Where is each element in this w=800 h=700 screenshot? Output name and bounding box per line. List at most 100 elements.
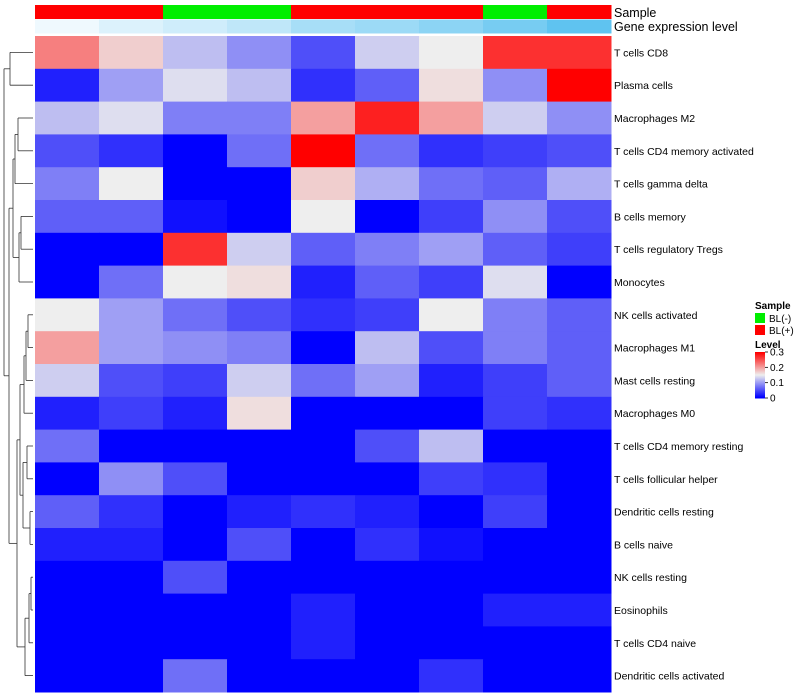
heatmap-cells xyxy=(35,36,612,693)
heatmap-cell xyxy=(163,167,228,201)
heatmap-cell xyxy=(483,429,548,463)
heatmap-cell xyxy=(419,626,484,660)
colorbar-step xyxy=(755,391,765,393)
sample-annotation-bar xyxy=(35,5,612,19)
heatmap-cell xyxy=(419,101,484,135)
gene-expression-annotation-cell xyxy=(35,19,100,34)
heatmap-cell xyxy=(355,68,420,103)
colorbar-tick-label: 0 xyxy=(770,394,776,405)
heatmap-cell xyxy=(163,626,228,660)
heatmap-cell xyxy=(419,134,484,168)
heatmap-cell xyxy=(35,495,100,529)
heatmap-cell xyxy=(547,101,612,135)
heatmap-cell xyxy=(483,68,548,103)
heatmap-cell xyxy=(227,232,292,267)
gene-expression-annotation-cell xyxy=(163,19,228,34)
heatmap-cell xyxy=(291,396,356,431)
colorbar-step xyxy=(755,364,765,366)
heatmap-cell xyxy=(547,167,612,201)
heatmap-cell xyxy=(483,200,548,234)
heatmap-cell xyxy=(291,560,356,595)
heatmap-cell xyxy=(291,68,356,103)
heatmap-cell xyxy=(419,364,484,398)
row-label: T cells follicular helper xyxy=(614,474,718,486)
colorbar-tick-label: 0.3 xyxy=(770,348,784,359)
heatmap-cell xyxy=(227,331,292,365)
sample-annotation-label: Sample xyxy=(614,6,656,20)
legend-item-label: BL(+) xyxy=(769,326,794,337)
colorbar-step xyxy=(755,370,765,372)
sample-annotation-cell xyxy=(227,5,292,19)
heatmap-cell xyxy=(483,298,548,332)
sample-annotation-cell xyxy=(483,5,548,19)
heatmap-cell xyxy=(227,593,292,627)
colorbar-step xyxy=(755,380,765,382)
heatmap-cell xyxy=(227,495,292,529)
heatmap-cell xyxy=(99,560,164,595)
row-label: B cells naive xyxy=(614,539,673,551)
heatmap-cell xyxy=(35,134,100,168)
heatmap-cell xyxy=(291,462,356,496)
gene-expression-annotation-cell xyxy=(291,19,356,34)
heatmap-cell xyxy=(355,200,420,234)
colorbar-step xyxy=(755,356,765,358)
heatmap-cell xyxy=(163,495,228,529)
heatmap-cell xyxy=(355,167,420,201)
heatmap-cell xyxy=(483,134,548,168)
colorbar-step xyxy=(755,396,765,398)
sample-annotation-cell xyxy=(547,5,612,19)
heatmap-cell xyxy=(163,200,228,234)
colorbar-step xyxy=(755,381,765,383)
heatmap-cell xyxy=(163,331,228,365)
heatmap-cell xyxy=(547,560,612,595)
heatmap-cell xyxy=(35,396,100,431)
heatmap-cell xyxy=(547,528,612,562)
heatmap-cell xyxy=(419,560,484,595)
sample-annotation-cell xyxy=(99,5,164,19)
heatmap-cell xyxy=(419,298,484,332)
heatmap-cell xyxy=(547,593,612,627)
heatmap-cell xyxy=(99,462,164,496)
heatmap-cell xyxy=(419,167,484,201)
colorbar-tick-label: 0.2 xyxy=(770,363,784,374)
heatmap-cell xyxy=(419,528,484,562)
legend-item-label: BL(-) xyxy=(769,314,791,325)
heatmap-cell xyxy=(99,626,164,660)
row-label: NK cells activated xyxy=(614,310,698,322)
heatmap-cell xyxy=(355,429,420,463)
colorbar-step xyxy=(755,367,765,369)
heatmap-cell xyxy=(99,101,164,135)
heatmap-cell xyxy=(483,593,548,627)
heatmap-cell xyxy=(419,265,484,299)
legend-sample-title: Sample xyxy=(755,301,791,312)
colorbar-step xyxy=(755,373,765,375)
heatmap-cell xyxy=(99,659,164,693)
heatmap-cell xyxy=(419,593,484,627)
heatmap-cell xyxy=(227,167,292,201)
heatmap-cell xyxy=(291,167,356,201)
heatmap-cell xyxy=(483,462,548,496)
row-label: T cells CD4 memory resting xyxy=(614,441,743,453)
heatmap-cell xyxy=(227,36,292,70)
row-label: Macrophages M1 xyxy=(614,343,695,355)
heatmap-cell xyxy=(35,298,100,332)
heatmap-cell xyxy=(163,659,228,693)
row-dendrogram xyxy=(3,52,33,676)
heatmap-cell xyxy=(291,593,356,627)
colorbar-step xyxy=(755,397,765,399)
heatmap-cell xyxy=(227,528,292,562)
heatmap-cell xyxy=(163,429,228,463)
colorbar-step xyxy=(755,354,765,356)
heatmap-cell xyxy=(99,200,164,234)
sample-annotation-cell xyxy=(355,5,420,19)
heatmap-cell xyxy=(419,36,484,70)
heatmap-cell xyxy=(483,560,548,595)
heatmap-cell xyxy=(547,68,612,103)
heatmap-cell xyxy=(291,659,356,693)
heatmap-cell xyxy=(547,429,612,463)
row-label: Macrophages M2 xyxy=(614,113,695,125)
heatmap-cell xyxy=(163,560,228,595)
sample-annotation-cell xyxy=(163,5,228,19)
heatmap-cell xyxy=(99,232,164,267)
